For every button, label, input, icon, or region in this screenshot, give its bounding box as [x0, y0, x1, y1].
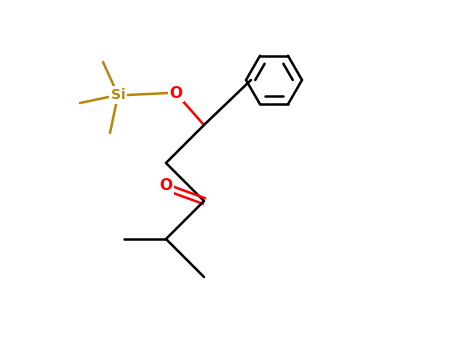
Text: O: O [160, 178, 172, 194]
Text: O: O [170, 85, 182, 100]
Text: Si: Si [111, 88, 125, 102]
